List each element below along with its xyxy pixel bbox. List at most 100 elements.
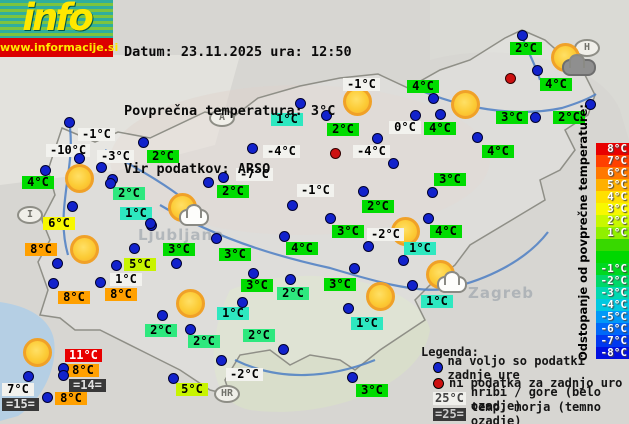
station-temp-label: 3°C [324, 278, 356, 291]
scale-step: -1°C [596, 263, 629, 275]
station-dot-blue [248, 268, 259, 279]
station-temp-label: 4°C [540, 78, 572, 91]
info-logo-url[interactable]: www.informacije.si [0, 38, 118, 57]
sun-cloud-icon [426, 260, 467, 293]
station-temp-label: 3°C [332, 225, 364, 238]
station-dot-blue [157, 310, 168, 321]
header-source-line: Vir podatkov: ARSO [124, 161, 271, 177]
station-temp-label: 2°C [510, 42, 542, 55]
station-dot-blue [427, 187, 438, 198]
station-dot-blue [398, 255, 409, 266]
station-dot-blue [67, 201, 78, 212]
station-temp-label: 2°C [327, 123, 359, 136]
sun-icon [343, 87, 372, 116]
station-dot-blue [287, 200, 298, 211]
legend-white-box-sample: 25°C [433, 391, 466, 406]
info-logo[interactable]: info www.informacije.si [0, 0, 118, 57]
station-dot-blue [218, 172, 229, 183]
station-dot-blue [74, 153, 85, 164]
sun-cloud-icon [168, 193, 209, 226]
station-temp-label: 1°C [217, 307, 249, 320]
header-avg-temp-line: Povprečna temperatura: 3°C [124, 102, 336, 119]
scale-step: -7°C [596, 335, 629, 347]
station-temp-label: 2°C [217, 185, 249, 198]
station-temp-label: -1°C [343, 78, 380, 91]
header-date-line: Datum: 23.11.2025 ura: 12:50 [124, 44, 352, 60]
station-dot-blue [247, 143, 258, 154]
station-dot-blue [40, 165, 51, 176]
scale-title: Odstopanje od povprečne temperature: [576, 104, 590, 361]
station-temp-label: 1°C [404, 242, 436, 255]
info-logo-text[interactable]: info [0, 0, 113, 38]
legend-blue-dot-icon [433, 362, 443, 374]
station-temp-label: 4°C [407, 80, 439, 93]
scale-step: -8°C [596, 347, 629, 359]
legend-item-text: ni podatka za zadnjo uro [449, 376, 623, 391]
cloud-icon [562, 54, 596, 76]
station-dot-blue [203, 177, 214, 188]
station-temp-label: -2°C [367, 228, 404, 241]
station-temp-label: 11°C [65, 349, 102, 362]
station-temp-label: -1°C [297, 184, 334, 197]
station-temp-label: =14= [69, 379, 106, 392]
station-dot-blue [129, 243, 140, 254]
scale-step: 3°C [596, 203, 629, 215]
station-dot-blue [363, 241, 374, 252]
station-temp-label: 8°C [105, 288, 137, 301]
station-temp-label: 2°C [277, 287, 309, 300]
road-sign: I [17, 206, 43, 224]
station-dot-blue [23, 371, 34, 382]
road-sign: HR [214, 385, 240, 403]
sun-icon [23, 338, 52, 367]
legend-item-text: hribi / gore (belo ozadje) [470, 384, 601, 413]
legend-item: 25°C hribi / gore (belo ozadje) [433, 385, 629, 413]
station-temp-label: -3°C [97, 150, 134, 163]
station-temp-label: 2°C [362, 200, 394, 213]
legend-dark-box-sample: =25= [433, 406, 466, 421]
legend-item: ni podatka za zadnjo uro [433, 376, 629, 392]
station-temp-label: 4°C [286, 242, 318, 255]
station-temp-label: 2°C [113, 187, 145, 200]
station-temp-label: 4°C [482, 145, 514, 158]
station-dot-blue [532, 65, 543, 76]
station-dot-blue [343, 303, 354, 314]
sun-icon [65, 164, 94, 193]
station-temp-label: -1°C [78, 128, 115, 141]
sun-icon [366, 282, 395, 311]
scale-step: -2°C [596, 275, 629, 287]
station-temp-label: -4°C [353, 145, 390, 158]
station-temp-label: 8°C [58, 291, 90, 304]
scale-step: -4°C [596, 299, 629, 311]
station-temp-label: 1°C [351, 317, 383, 330]
station-dot-blue [111, 260, 122, 271]
station-dot-blue [64, 117, 75, 128]
station-dot-blue [428, 93, 439, 104]
station-dot-blue [530, 112, 541, 123]
sun-icon [176, 289, 205, 318]
station-dot-blue [325, 213, 336, 224]
station-dot-blue [211, 233, 222, 244]
sun-icon [451, 90, 480, 119]
station-dot-blue [95, 277, 106, 288]
station-dot-blue [58, 370, 69, 381]
legend-rows: na voljo so podatki zadnje ure ni podatka… [421, 354, 629, 424]
temperature-scale: 8°C 7°C 6°C 5°C 4°C 3°C 2°C 1°C -1°C -2°C -3°C -4°C… [596, 143, 629, 359]
scale-step [596, 239, 629, 251]
scale-step: 1°C [596, 227, 629, 239]
station-temp-label: 2°C [188, 335, 220, 348]
road-sign: A [209, 109, 235, 127]
scale-step: -3°C [596, 287, 629, 299]
city-watermark-label: Ljubljana [138, 226, 225, 244]
station-dot-blue [347, 372, 358, 383]
station-dot-blue [349, 263, 360, 274]
station-dot-blue [42, 392, 53, 403]
station-temp-label: 6°C [43, 217, 75, 230]
station-dot-blue [145, 218, 156, 229]
station-temp-label: 3°C [163, 243, 195, 256]
sun-icon [70, 235, 99, 264]
legend-title: Legenda: [421, 345, 479, 359]
station-temp-label: 0°C [389, 121, 421, 134]
station-dot-blue [185, 324, 196, 335]
station-temp-label: 3°C [241, 279, 273, 292]
